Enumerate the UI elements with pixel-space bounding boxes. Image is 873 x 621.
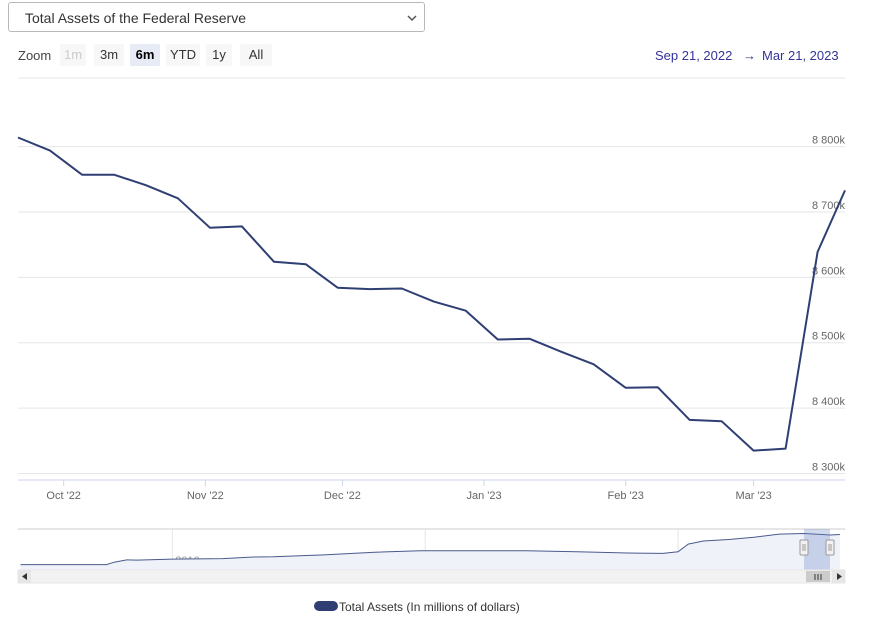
chart-selector[interactable]: Total Assets of the Federal Reserve — [8, 2, 425, 32]
series-line — [17, 136, 846, 452]
zoom-button-ytd[interactable]: YTD — [166, 44, 200, 66]
y-tick-label: 8 800k — [812, 135, 846, 147]
navigator-line — [20, 532, 840, 566]
x-tick-label: Feb '23 — [608, 490, 644, 502]
zoom-button-1m[interactable]: 1m — [60, 44, 86, 66]
y-tick-label: 8 500k — [812, 331, 846, 343]
range-arrow: → — [743, 48, 756, 63]
navigator-handle-right[interactable] — [825, 539, 835, 556]
y-tick-label: 8 400k — [812, 396, 846, 408]
navigator-area — [20, 533, 840, 570]
chart-selector-value: Total Assets of the Federal Reserve — [25, 10, 246, 26]
x-tick-label: Nov '22 — [187, 490, 224, 502]
y-tick-label: 8 600k — [812, 265, 846, 277]
range-to[interactable]: Mar 21, 2023 — [762, 48, 839, 63]
zoom-button-6m[interactable]: 6m — [130, 44, 160, 66]
arrow-left-icon — [22, 573, 27, 580]
scrollbar-track[interactable] — [17, 569, 846, 584]
range-from[interactable]: Sep 21, 2022 — [655, 48, 733, 63]
navigator-handle-left[interactable] — [799, 539, 809, 556]
x-tick-label: Oct '22 — [46, 490, 81, 502]
zoom-button-all[interactable]: All — [240, 44, 272, 66]
x-tick-label: Jan '23 — [466, 490, 501, 502]
zoom-button-3m[interactable]: 3m — [94, 44, 124, 66]
chevron-down-icon — [407, 15, 417, 22]
legend-item-label[interactable]: Total Assets (In millions of dollars) — [339, 600, 520, 614]
x-tick-label: Mar '23 — [735, 490, 771, 502]
legend-symbol — [314, 601, 338, 611]
zoom-label: Zoom — [18, 48, 52, 63]
zoom-button-1y[interactable]: 1y — [206, 44, 232, 66]
y-tick-label: 8 300k — [812, 461, 846, 473]
arrow-right-icon — [837, 573, 842, 580]
x-tick-label: Dec '22 — [324, 490, 361, 502]
